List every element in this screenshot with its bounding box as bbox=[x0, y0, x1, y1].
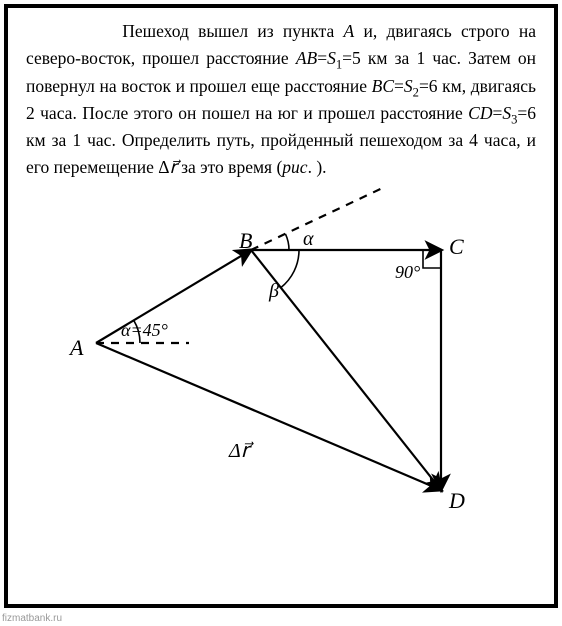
diagram-label: A bbox=[70, 335, 83, 361]
diagram-label: α bbox=[303, 228, 314, 251]
ris: рис bbox=[282, 157, 307, 177]
geometry-diagram: A B C Dα=45° α β 90° Δr⃗ bbox=[21, 188, 541, 518]
problem-text: Пешеход вышел из пункта A и, двигаясь ст… bbox=[8, 8, 554, 188]
diagram-label: α=45° bbox=[121, 320, 168, 341]
var-BC: BC bbox=[372, 76, 394, 96]
text: . ). bbox=[308, 157, 327, 177]
var-S: S bbox=[327, 48, 336, 68]
diagram-label: B bbox=[239, 228, 252, 254]
page-frame: Пешеход вышел из пункта A и, двигаясь ст… bbox=[4, 4, 558, 608]
diagram-label: β bbox=[269, 280, 279, 303]
text: Пешеход вышел из пункта bbox=[122, 21, 343, 41]
var-AB: AB bbox=[296, 48, 317, 68]
var-CD: CD bbox=[468, 103, 492, 123]
footer-watermark: fizmatbank.ru bbox=[2, 613, 62, 624]
diagram-label: Δr⃗ bbox=[229, 438, 249, 463]
diagram-label: 90° bbox=[395, 262, 420, 283]
var-S: S bbox=[502, 103, 511, 123]
diagram-label: D bbox=[449, 488, 465, 514]
var-A: A bbox=[344, 21, 355, 41]
var-S: S bbox=[404, 76, 413, 96]
var-r: r⃗ bbox=[170, 157, 177, 177]
text: за это время ( bbox=[177, 157, 283, 177]
diagram-label: C bbox=[449, 234, 464, 260]
